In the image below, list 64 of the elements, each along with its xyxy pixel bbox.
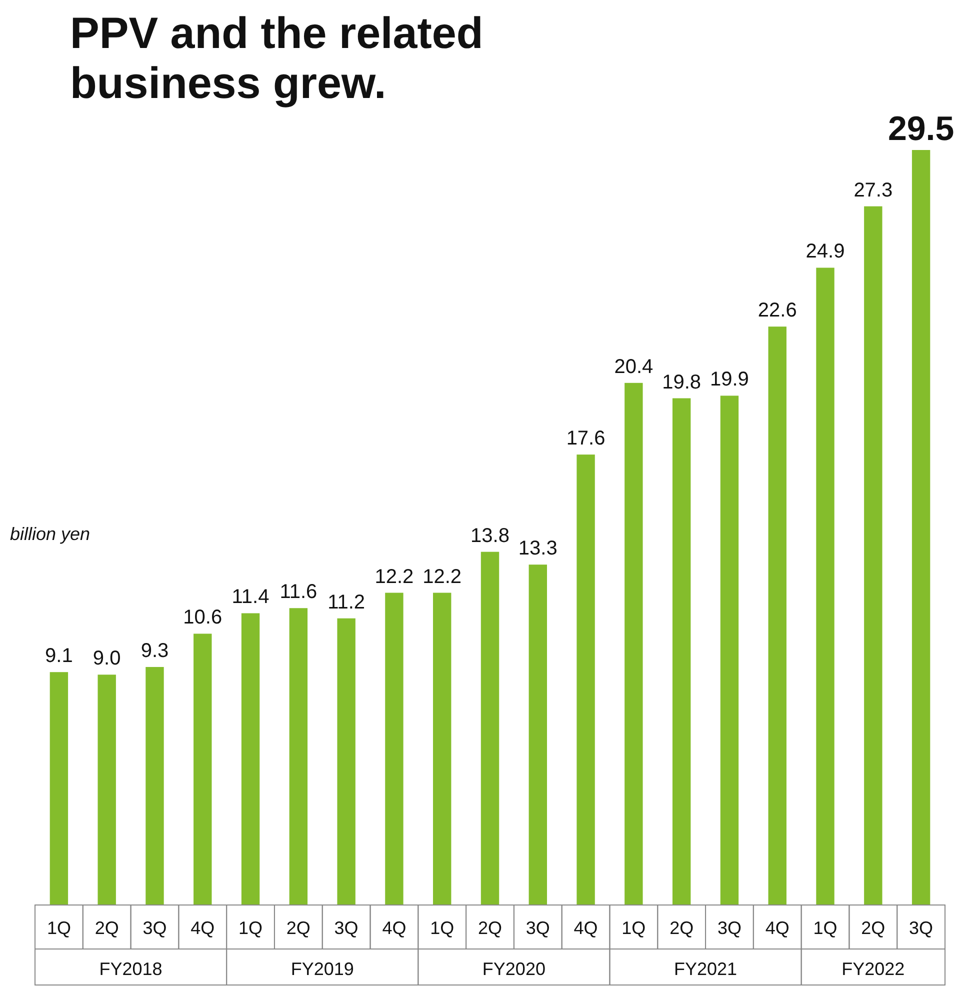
text: FY2018 [99, 959, 162, 979]
data-label: 19.9 [710, 368, 749, 391]
data-label: 13.3 [518, 538, 558, 560]
bar [528, 564, 547, 905]
data-label: 12.2 [422, 566, 462, 588]
x-tick-label: 4Q [382, 918, 406, 938]
x-tick-label: 2Q [94, 918, 119, 938]
bar [385, 592, 404, 905]
data-label: 9.1 [45, 645, 73, 668]
x-tick-label: 2Q [286, 918, 310, 938]
data-label: 11.2 [328, 591, 366, 614]
x-tick-label: 1Q [813, 918, 838, 938]
bar [289, 608, 308, 905]
x-tick-label: 1Q [622, 918, 646, 938]
data-label: 11.4 [232, 586, 270, 608]
x-tick-label: 4Q [765, 918, 790, 938]
bar [720, 396, 739, 905]
x-tick-label: 1Q [238, 918, 263, 938]
data-label: 9.0 [92, 648, 121, 670]
data-label: 9.3 [140, 640, 169, 662]
bar [912, 150, 930, 905]
data-label: 20.4 [614, 356, 654, 378]
data-label: 24.9 [806, 240, 845, 263]
x-tick-label: 3Q [717, 918, 742, 938]
bar [576, 454, 595, 905]
x-tick-label: 2Q [478, 918, 502, 938]
x-tick-label: 3Q [909, 918, 934, 938]
text: FY2022 [842, 959, 905, 979]
text: FY2019 [290, 959, 354, 979]
x-tick-label: 4Q [574, 918, 598, 938]
bar [337, 618, 356, 905]
data-label: 27.3 [854, 179, 893, 202]
x-tick-label: 3Q [526, 918, 550, 938]
bar [816, 268, 834, 905]
x-tick-label: 3Q [334, 918, 358, 938]
data-label: 10.6 [183, 606, 222, 629]
y-axis-title: billion yen [10, 524, 90, 544]
bar [98, 674, 116, 905]
bar [480, 552, 500, 905]
bar [433, 592, 452, 905]
data-label: 13.8 [470, 524, 510, 547]
x-tick-label: 3Q [142, 918, 167, 938]
bar [241, 613, 260, 905]
data-label: 11.6 [280, 581, 318, 604]
data-label: 19.8 [662, 371, 702, 394]
x-tick-label: 2Q [861, 918, 886, 938]
bar [194, 634, 212, 905]
bar [146, 666, 164, 905]
chart-title: PPV and the related business grew. [70, 9, 484, 108]
data-label: 29.5 [888, 110, 954, 148]
x-tick-label: 1Q [46, 918, 71, 938]
text: FY2020 [482, 959, 546, 979]
bar [864, 206, 882, 905]
bar [624, 382, 643, 905]
bar [672, 398, 691, 905]
x-tick-label: 1Q [430, 918, 454, 938]
bar [50, 672, 68, 905]
x-tick-label: 2Q [670, 918, 694, 938]
x-tick-label: 4Q [190, 918, 215, 938]
data-label: 12.2 [374, 566, 414, 588]
data-label: 22.6 [758, 300, 797, 322]
text: FY2021 [674, 959, 738, 979]
bar [768, 326, 786, 905]
data-label: 17.6 [566, 428, 606, 450]
